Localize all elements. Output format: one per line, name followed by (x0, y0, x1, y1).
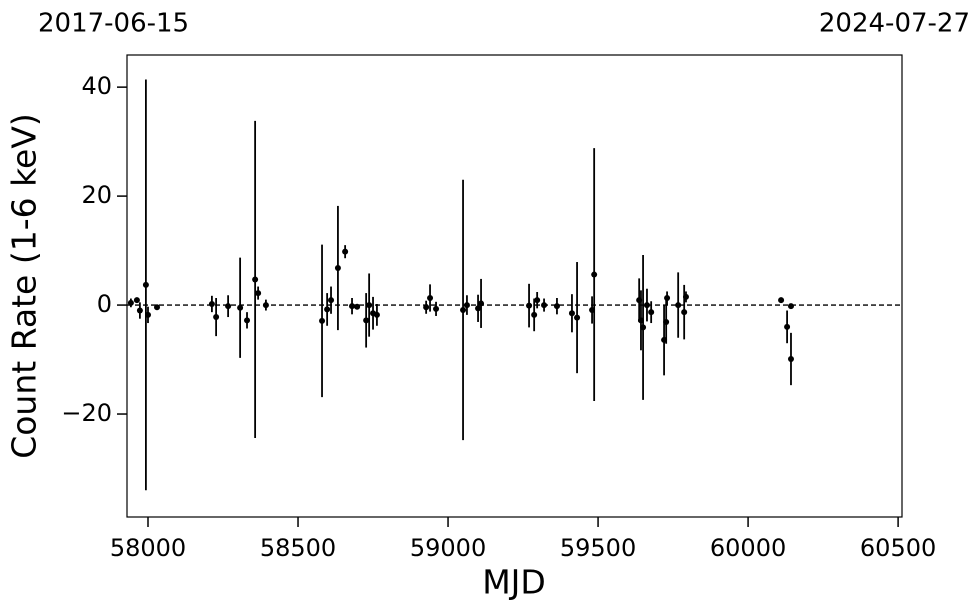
data-point (334, 265, 341, 272)
data-point (363, 317, 370, 324)
data-point (681, 309, 688, 316)
data-point (643, 302, 650, 309)
data-point (778, 297, 785, 304)
plot-frame (126, 54, 903, 518)
data-point (534, 297, 541, 304)
data-point (324, 306, 331, 313)
data-point (475, 305, 482, 312)
data-point (663, 318, 670, 325)
data-point (244, 317, 251, 324)
data-point (127, 299, 134, 306)
data-point (568, 310, 575, 317)
data-point (373, 311, 380, 318)
x-tick-label: 58500 (260, 534, 336, 562)
data-point (531, 311, 538, 318)
data-point (460, 306, 467, 313)
data-point (366, 302, 373, 309)
data-point (319, 317, 326, 324)
data-point (208, 300, 215, 307)
data-point (252, 276, 259, 283)
data-point (145, 311, 152, 318)
data-point (675, 302, 682, 309)
data-point (154, 304, 161, 311)
start-date-label: 2017-06-15 (38, 9, 189, 39)
y-tick-label: 40 (81, 72, 112, 100)
y-axis-label: Count Rate (1-6 keV) (5, 113, 44, 459)
data-point (427, 294, 434, 301)
x-tick-label: 59000 (410, 534, 486, 562)
x-tick-label: 60500 (860, 534, 936, 562)
data-point (682, 293, 689, 300)
data-point (225, 303, 232, 310)
data-point (255, 290, 262, 297)
data-point (526, 302, 533, 309)
data-point (142, 281, 149, 288)
data-point (784, 323, 791, 330)
data-point (648, 309, 655, 316)
data-point (349, 303, 356, 310)
data-point (136, 307, 143, 314)
data-point (574, 314, 581, 321)
data-point (262, 302, 269, 309)
data-point (423, 304, 430, 311)
data-point (328, 297, 335, 304)
data-point (463, 302, 470, 309)
data-point (553, 303, 560, 310)
x-tick-label: 60000 (710, 534, 786, 562)
y-tick-label: 20 (81, 181, 112, 209)
data-point (342, 248, 349, 255)
x-tick-label: 59500 (560, 534, 636, 562)
x-axis-label: MJD (482, 563, 546, 602)
data-point (478, 300, 485, 307)
data-point (541, 302, 548, 309)
data-point (433, 305, 440, 312)
y-tick-label: 0 (97, 290, 112, 318)
data-point (640, 324, 647, 331)
data-point (664, 294, 671, 301)
x-tick-label: 58000 (110, 534, 186, 562)
data-point (591, 271, 598, 278)
data-point (787, 303, 794, 310)
data-point (213, 314, 220, 321)
data-point (354, 303, 361, 310)
y-tick-label: −20 (61, 399, 112, 427)
data-point (237, 304, 244, 311)
data-point (787, 356, 794, 363)
end-date-label: 2024-07-27 (819, 9, 970, 39)
data-point (133, 297, 140, 304)
